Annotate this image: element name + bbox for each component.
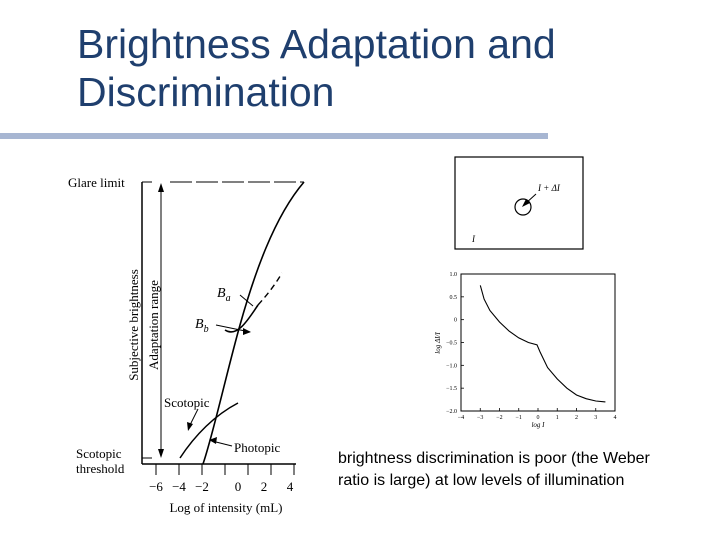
y-tick-label: 1.0 bbox=[450, 272, 458, 278]
y-tick-label: 0.5 bbox=[450, 295, 458, 301]
scotopic-threshold-label-1: Scotopic bbox=[76, 446, 122, 461]
bb-pointer-head bbox=[243, 328, 251, 335]
photopic-pointer-head bbox=[209, 437, 217, 444]
ba-label: Ba bbox=[217, 286, 231, 304]
background-i-label: I bbox=[471, 234, 476, 244]
caption-line-1: brightness discrimination is poor (the W… bbox=[338, 450, 650, 467]
x-tick-label: −2 bbox=[496, 415, 502, 421]
x-tick-label: −1 bbox=[516, 415, 522, 421]
photopic-label: Photopic bbox=[234, 440, 280, 455]
x-tick-label: −3 bbox=[477, 415, 483, 421]
bb-adaptation-curve bbox=[224, 304, 259, 333]
x-tick-labels: −6 −4 −2 0 2 4 bbox=[149, 479, 294, 494]
ba-pointer bbox=[239, 294, 254, 307]
x-tick-label: −4 bbox=[458, 415, 464, 421]
weber-ratio-line bbox=[479, 285, 606, 403]
title-line-2: Discrimination bbox=[77, 69, 335, 115]
y-axis-label: Subjective brightness bbox=[126, 269, 141, 381]
chart-y-label: log ΔI/I bbox=[434, 332, 442, 354]
brightness-adaptation-svg: Glare limit Subjective brightness Adapta… bbox=[68, 175, 305, 515]
x-tick-label: 2 bbox=[575, 415, 578, 421]
y-tick-label: 0 bbox=[454, 318, 457, 324]
x-tick-label: −6 bbox=[149, 479, 163, 494]
x-tick-label: −4 bbox=[172, 479, 186, 494]
arrow-head-bottom bbox=[158, 449, 164, 458]
title-underline bbox=[0, 133, 548, 139]
x-axis-label: Log of intensity (mL) bbox=[169, 500, 282, 515]
x-tick-label: 4 bbox=[614, 415, 617, 421]
x-axis-ticks bbox=[155, 464, 295, 475]
x-tick-label: 4 bbox=[287, 479, 294, 494]
x-tick-label: 0 bbox=[235, 479, 242, 494]
glare-limit-label: Glare limit bbox=[68, 175, 125, 190]
slide-caption: brightness discrimination is poor (the W… bbox=[338, 448, 698, 492]
x-tick-label: −2 bbox=[195, 479, 209, 494]
disk-pointer-head bbox=[522, 199, 530, 207]
weber-setup-figure: I + ΔI I bbox=[444, 150, 600, 260]
y-tick-label: −2.0 bbox=[446, 409, 457, 415]
weber-ratio-svg: −4 −3 −2 −1 0 1 2 3 4 1.0 0.5 0 −0.5 −1.0 −1.5 −2.0 log… bbox=[434, 272, 617, 429]
weber-setup-svg: I + ΔI I bbox=[454, 156, 584, 250]
y-tick-label: −1.5 bbox=[446, 386, 457, 392]
weber-ratio-chart: −4 −3 −2 −1 0 1 2 3 4 1.0 0.5 0 −0.5 −1.0 −1.5 −2.0 log… bbox=[415, 268, 627, 434]
caption-line-2: ratio is large) at low levels of illumin… bbox=[338, 472, 625, 489]
slide-title: Brightness Adaptation and Discrimination bbox=[77, 20, 697, 116]
bb-label: Bb bbox=[195, 317, 209, 335]
chart-x-label: log I bbox=[531, 421, 545, 429]
y-tick-label: −0.5 bbox=[446, 341, 457, 347]
chart-ticks: −4 −3 −2 −1 0 1 2 3 4 1.0 0.5 0 −0.5 −1.0 −1.5 −2.0 bbox=[446, 272, 616, 421]
bb-dashed-extension bbox=[257, 272, 283, 306]
scotopic-label: Scotopic bbox=[164, 395, 210, 410]
x-tick-label: 1 bbox=[556, 415, 559, 421]
scotopic-threshold-label-2: threshold bbox=[76, 461, 125, 476]
scotopic-curve bbox=[179, 402, 239, 459]
photopic-curve bbox=[202, 181, 305, 465]
x-tick-label: 3 bbox=[594, 415, 597, 421]
i-plus-di-label: I + ΔI bbox=[537, 183, 561, 193]
adaptation-range-label: Adaptation range bbox=[146, 280, 161, 370]
title-line-1: Brightness Adaptation and bbox=[77, 21, 556, 67]
brightness-adaptation-figure: Glare limit Subjective brightness Adapta… bbox=[60, 145, 330, 522]
chart-frame bbox=[460, 273, 616, 412]
arrow-head-top bbox=[158, 183, 164, 192]
x-tick-label: 2 bbox=[261, 479, 268, 494]
x-tick-label: 0 bbox=[537, 415, 540, 421]
scotopic-pointer-head bbox=[187, 422, 193, 431]
y-tick-label: −1.0 bbox=[446, 363, 457, 369]
